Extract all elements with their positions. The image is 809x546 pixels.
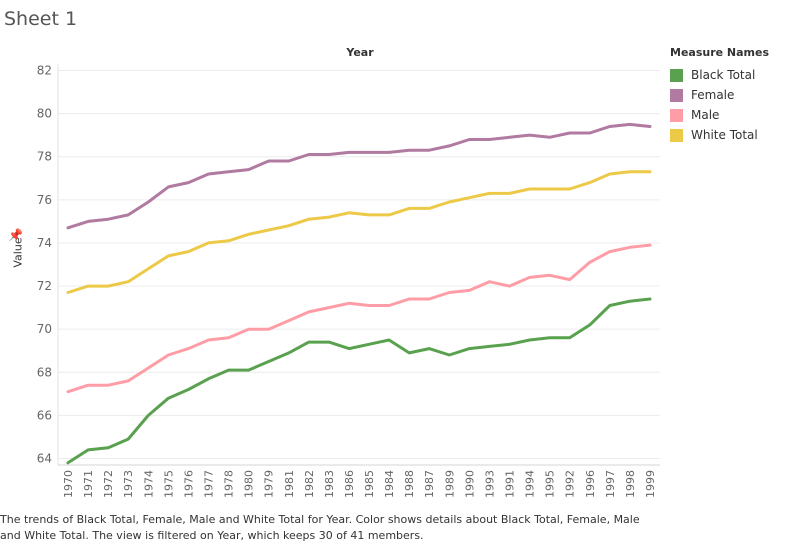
y-tick-label: 70 [37, 322, 52, 336]
legend-item-female[interactable]: Female [670, 85, 805, 105]
x-tick-label: 1987 [423, 470, 436, 498]
legend: Measure Names Black Total Female Male Wh… [670, 46, 805, 145]
legend-label-white-total: White Total [691, 128, 758, 142]
x-tick-label: 1985 [363, 470, 376, 498]
x-tick-label: 1996 [584, 470, 597, 498]
x-tick-label: 1989 [443, 470, 456, 498]
x-tick-label: 1990 [463, 470, 476, 498]
x-tick-label: 1974 [142, 470, 155, 498]
x-axis-title: Year [346, 46, 374, 59]
x-tick-label: 1986 [343, 470, 356, 498]
sheet-title: Sheet 1 [4, 8, 78, 30]
legend-item-white-total[interactable]: White Total [670, 125, 805, 145]
legend-item-black-total[interactable]: Black Total [670, 65, 805, 85]
chart-caption: The trends of Black Total, Female, Male … [0, 513, 640, 542]
x-tick-label: 1984 [383, 470, 396, 498]
series-line-female [66, 122, 652, 230]
legend-title: Measure Names [670, 46, 770, 59]
x-tick-label: 1993 [483, 470, 496, 498]
legend-label-male: Male [691, 108, 720, 122]
y-tick-label: 82 [37, 63, 52, 77]
legend-item-male[interactable]: Male [670, 105, 805, 125]
x-tick-label: 1991 [504, 470, 517, 498]
x-tick-label: 1979 [263, 470, 276, 498]
x-tick-label: 1973 [122, 470, 135, 498]
y-tick-label: 74 [37, 236, 52, 250]
legend-swatch-female [670, 88, 683, 102]
legend-label-black-total: Black Total [691, 68, 756, 82]
x-tick-label: 1994 [524, 470, 537, 498]
y-tick-label: 80 [37, 107, 52, 121]
x-tick-label: 1976 [182, 470, 195, 498]
legend-swatch-black-total [670, 68, 683, 82]
x-tick-label: 1997 [604, 470, 617, 498]
y-tick-label: 72 [37, 279, 52, 293]
y-tick-label: 68 [37, 365, 52, 379]
x-tick-label: 1975 [162, 470, 175, 498]
legend-label-female: Female [691, 88, 735, 102]
series-line-black-total [66, 297, 652, 465]
y-tick-label: 64 [37, 452, 52, 466]
x-tick-label: 1998 [624, 470, 637, 498]
x-tick-label: 1980 [243, 470, 256, 498]
x-tick-label: 1971 [82, 470, 95, 498]
x-tick-label: 1982 [303, 470, 316, 498]
x-tick-label: 1995 [544, 470, 557, 498]
x-tick-label: 1978 [223, 470, 236, 498]
series-line-male [66, 243, 652, 394]
series-line-white-total [66, 170, 652, 294]
x-tick-label: 1977 [203, 470, 216, 498]
x-tick-label: 1983 [323, 470, 336, 498]
x-tick-label: 1988 [403, 470, 416, 498]
x-tick-label: 1972 [102, 470, 115, 498]
x-tick-label: 1981 [283, 470, 296, 498]
y-tick-label: 78 [37, 150, 52, 164]
legend-swatch-male [670, 108, 683, 122]
x-tick-label: 1999 [644, 470, 657, 498]
y-tick-label: 66 [37, 408, 52, 422]
y-tick-label: 76 [37, 193, 52, 207]
x-tick-label: 1992 [564, 470, 577, 498]
x-tick-label: 1970 [62, 470, 75, 498]
pin-icon[interactable]: 📌 [8, 228, 23, 242]
legend-swatch-white-total [670, 128, 683, 142]
